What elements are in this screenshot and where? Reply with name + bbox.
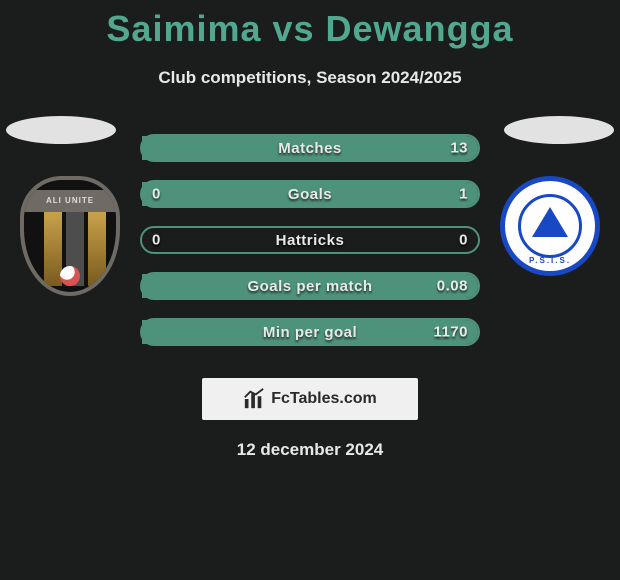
crest-left-band: ALI UNITE (24, 190, 116, 212)
stat-left-value: 0 (152, 186, 161, 203)
date-row: 12 december 2024 (0, 440, 620, 460)
brand-badge: FcTables.com (202, 378, 418, 420)
brand-text: FcTables.com (271, 390, 377, 408)
stat-label: Hattricks (276, 232, 345, 249)
stat-label: Min per goal (263, 324, 357, 341)
page-subtitle: Club competitions, Season 2024/2025 (0, 68, 620, 88)
comparison-arena: ALI UNITE P.S.I.S. Matches 13 0 Goals 1 0 Hatt… (0, 116, 620, 356)
stat-right-value: 1170 (433, 324, 468, 341)
stat-row: Min per goal 1170 (140, 318, 480, 346)
stat-left-value: 0 (152, 232, 161, 249)
shield-icon: ALI UNITE (20, 176, 120, 296)
crest-right-label: P.S.I.S. (529, 256, 571, 265)
club-crest-left: ALI UNITE (20, 176, 120, 296)
bar-chart-icon (243, 388, 265, 410)
stat-right-value: 0 (459, 232, 468, 249)
player-shadow-left (6, 116, 116, 144)
stat-rows: Matches 13 0 Goals 1 0 Hattricks 0 Goals per mat… (140, 134, 480, 346)
player-shadow-right (504, 116, 614, 144)
stat-label: Matches (278, 140, 342, 157)
club-crest-right: P.S.I.S. (500, 176, 600, 296)
stat-label: Goals (288, 186, 332, 203)
stat-row: 0 Hattricks 0 (140, 226, 480, 254)
stat-label: Goals per match (247, 278, 372, 295)
stat-right-value: 0.08 (437, 278, 468, 295)
ball-icon (60, 266, 80, 286)
monument-icon (532, 207, 568, 237)
stat-right-value: 13 (450, 140, 468, 157)
stat-right-value: 1 (459, 186, 468, 203)
disc-icon: P.S.I.S. (500, 176, 600, 276)
page-title: Saimima vs Dewangga (0, 0, 620, 50)
stat-row: 0 Goals 1 (140, 180, 480, 208)
stat-row: Matches 13 (140, 134, 480, 162)
stat-row: Goals per match 0.08 (140, 272, 480, 300)
